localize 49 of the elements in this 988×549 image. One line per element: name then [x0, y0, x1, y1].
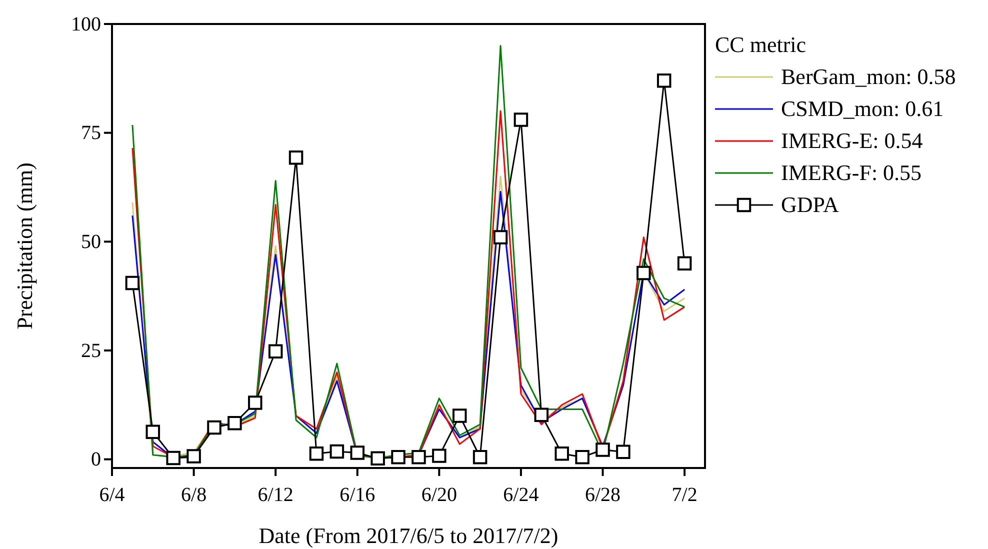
point [350, 446, 364, 460]
point [616, 444, 630, 460]
point [596, 442, 610, 457]
x-tick-label: 6/24 [503, 484, 539, 506]
legend-label: BerGam_mon: 0.58 [781, 64, 956, 89]
y-tick-label: 0 [91, 448, 101, 471]
point [452, 408, 467, 423]
y-tick-label: 50 [81, 231, 101, 254]
point [330, 444, 344, 459]
x-tick-label: 6/20 [421, 484, 457, 506]
point [677, 256, 692, 271]
x-tick-label: 7/2 [672, 484, 698, 506]
point [636, 266, 651, 280]
point [432, 448, 446, 463]
point [288, 150, 304, 165]
y-tick-label: 25 [81, 340, 101, 362]
point [370, 451, 385, 466]
point [493, 230, 508, 244]
legend-label: GDPA [781, 192, 839, 217]
point [268, 344, 283, 358]
y-tick-label: 75 [81, 122, 101, 144]
point [228, 416, 242, 430]
point [146, 424, 160, 439]
point [472, 450, 488, 464]
point [554, 446, 569, 461]
legend-label: IMERG-E: 0.54 [781, 128, 923, 153]
point [514, 112, 528, 127]
point [309, 446, 324, 461]
point [166, 450, 180, 466]
point [656, 73, 672, 88]
x-tick-label: 6/16 [340, 484, 376, 506]
x-tick-label: 6/4 [99, 484, 125, 506]
point [248, 396, 262, 410]
x-tick-label: 6/12 [258, 484, 294, 506]
y-tick-label: 100 [71, 13, 101, 36]
legend-label: IMERG-F: 0.55 [781, 160, 922, 185]
legend-title: CC metric [715, 32, 806, 57]
point [575, 450, 590, 464]
point [125, 276, 140, 290]
y-axis-title: Precipitation (mm) [12, 162, 37, 330]
point [391, 450, 406, 464]
point [412, 450, 426, 464]
point [207, 420, 222, 435]
x-tick-label: 6/8 [181, 484, 207, 506]
x-axis-title: Date (From 2017/6/5 to 2017/7/2) [258, 523, 558, 548]
point [534, 408, 549, 422]
legend-label: CSMD_mon: 0.61 [781, 96, 944, 121]
x-tick-label: 6/28 [584, 484, 621, 506]
point [186, 449, 201, 464]
